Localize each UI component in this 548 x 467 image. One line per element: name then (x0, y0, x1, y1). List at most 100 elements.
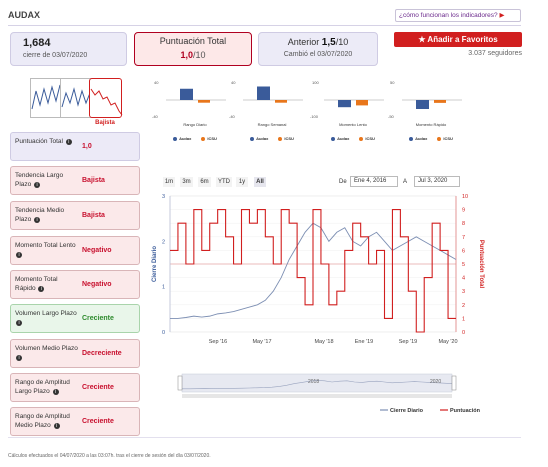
mini-axis-bottom: -40 (229, 114, 235, 119)
legend-label: Puntuación (450, 408, 481, 414)
total-score-card: Puntuación Total 1,0/10 (134, 32, 252, 66)
indicator-card[interactable]: Momento Total Lento i Negativo (10, 236, 140, 265)
info-icon[interactable]: i (52, 389, 59, 395)
range-button[interactable]: 1m (163, 177, 175, 187)
previous-score-card: Anterior 1,5/10 Cambió el 03/07/2020 (258, 32, 378, 66)
y-left-tick: 2 (162, 239, 165, 245)
info-icon[interactable]: i (34, 217, 41, 223)
info-icon[interactable]: i (34, 182, 41, 188)
x-tick: Sep '16 (209, 339, 227, 345)
y-right-tick: 1 (462, 316, 465, 322)
mini-axis-top: 50 (390, 80, 395, 85)
trend-thumbnail-flat[interactable] (60, 78, 94, 118)
navigator-tick: 2020 (430, 379, 441, 385)
icsu-bar (434, 100, 446, 103)
navigator-handle-left (177, 375, 183, 391)
page-title: AUDAX (8, 10, 41, 20)
indicator-name: Volumen Largo Plazo i (15, 310, 77, 326)
indicator-name: Rango de Amplitud Largo Plazo i (15, 379, 70, 395)
chevron-right-icon: ▶ (499, 12, 505, 19)
indicator-card[interactable]: Volumen Largo Plazo i Creciente (10, 304, 140, 333)
icsu-bar (356, 100, 368, 106)
y-right-tick: 2 (462, 303, 465, 309)
indicator-card[interactable]: Tendencia Largo Plazo i Bajista (10, 166, 140, 195)
star-icon: ★ (418, 35, 426, 44)
legend-label: Cierre Diario (390, 408, 424, 414)
audax-bar (180, 88, 193, 100)
mini-axis-bottom: -40 (152, 114, 158, 119)
y-left-tick: 0 (162, 330, 165, 336)
date-to-label: A (403, 179, 408, 185)
navigator-scrollbar (182, 394, 452, 398)
mini-caption: Momento Rápido (415, 122, 447, 127)
info-icon[interactable]: i (16, 252, 22, 258)
indicator-card[interactable]: Rango de Amplitud Medio Plazo i Creciente (10, 407, 140, 436)
divider (8, 25, 521, 26)
indicator-value: Bajista (82, 212, 105, 219)
help-link-label: ¿cómo funcionan los indicadores? (399, 12, 498, 19)
range-button[interactable]: 6m (198, 177, 211, 187)
y-right-tick: 9 (462, 208, 465, 214)
mini-bars (243, 86, 303, 103)
indicator-name: Rango de Amplitud Medio Plazo i (15, 413, 70, 429)
indicator-value: Bajista (82, 177, 105, 184)
total-score-label: Puntuación Total (159, 36, 227, 46)
info-icon[interactable]: i (53, 423, 60, 429)
x-tick: Ene '19 (355, 339, 373, 345)
info-icon[interactable]: i (65, 139, 72, 145)
y-right-tick: 8 (462, 221, 465, 227)
indicator-value: Negativo (82, 281, 112, 288)
indicator-value: 1,0 (82, 143, 92, 150)
range-button[interactable]: 1y (236, 177, 248, 187)
divider (8, 437, 521, 438)
indicator-value: Decreciente (82, 350, 122, 357)
date-from-input[interactable]: Ene 4, 2016 (350, 176, 398, 187)
indicator-name: Tendencia Largo Plazo i (15, 172, 64, 188)
indicator-card[interactable]: Tendencia Medio Plazo i Bajista (10, 201, 140, 230)
range-button[interactable]: 3m (180, 177, 193, 187)
range-button[interactable]: All (254, 177, 266, 187)
date-to-input[interactable]: Jul 3, 2020 (414, 176, 460, 187)
indicator-card[interactable]: Rango de Amplitud Largo Plazo i Creciente (10, 373, 140, 402)
indicator-value: Negativo (82, 247, 112, 254)
mini-bars (166, 88, 226, 103)
mini-axis-top: 40 (231, 80, 236, 85)
indicator-card[interactable]: Volumen Medio Plazo i Decreciente (10, 339, 140, 368)
previous-score-date: Cambió el 03/07/2020 (283, 51, 353, 58)
indicator-card[interactable]: Momento Total Rápido i Negativo (10, 270, 140, 299)
indicator-name: Tendencia Medio Plazo i (15, 207, 65, 223)
indicator-name: Momento Total Lento i (15, 242, 76, 258)
icsu-bar (275, 100, 287, 103)
add-favorites-label: Añadir a Favoritos (427, 35, 498, 44)
price-score-chart[interactable]: 0 1 2 3 0 1 2 3 4 5 6 7 8 9 10 Sep '16 May '17 May '18 Ene… (148, 170, 488, 420)
help-link[interactable]: ¿cómo funcionan los indicadores? ▶ (395, 9, 521, 22)
trend-thumbnail-up[interactable] (30, 78, 64, 118)
y-right-title: Puntuación Total (478, 240, 484, 289)
info-icon[interactable]: i (38, 286, 45, 292)
mini-caption: Rango Semanal (257, 122, 287, 127)
close-price-date: cierre de 03/07/2020 (23, 52, 88, 59)
info-icon[interactable]: i (16, 320, 22, 326)
indicator-value: Creciente (82, 384, 114, 391)
close-price-card: 1,684 cierre de 03/07/2020 (10, 32, 127, 66)
mini-axis-bottom: -50 (388, 114, 394, 119)
mini-caption: Rango Diario (183, 122, 207, 127)
date-from-label: De (339, 179, 347, 185)
x-tick: May '20 (438, 339, 457, 345)
info-icon[interactable]: i (16, 355, 22, 361)
series-line-1 (170, 209, 456, 333)
y-right-tick: 6 (462, 248, 465, 254)
mini-bars (402, 99, 462, 109)
add-favorites-button[interactable]: ★ Añadir a Favoritos (394, 32, 522, 47)
indicator-card[interactable]: Puntuación Total i 1,0 (10, 132, 140, 161)
trend-thumbnail-down[interactable] (89, 78, 123, 118)
previous-score: Anterior 1,5/10 (287, 37, 349, 48)
mini-bars (324, 99, 384, 108)
mini-axis-top: 40 (154, 80, 159, 85)
range-button[interactable]: YTD (216, 177, 232, 187)
indicator-name: Volumen Medio Plazo i (15, 345, 78, 361)
x-tick: May '18 (314, 339, 333, 345)
mini-axis-top: 100 (312, 80, 319, 85)
mini-legend: Audax ICSU (160, 136, 230, 141)
mini-chart: 100 -100 Momento Lento Audax ICSU (310, 80, 388, 145)
